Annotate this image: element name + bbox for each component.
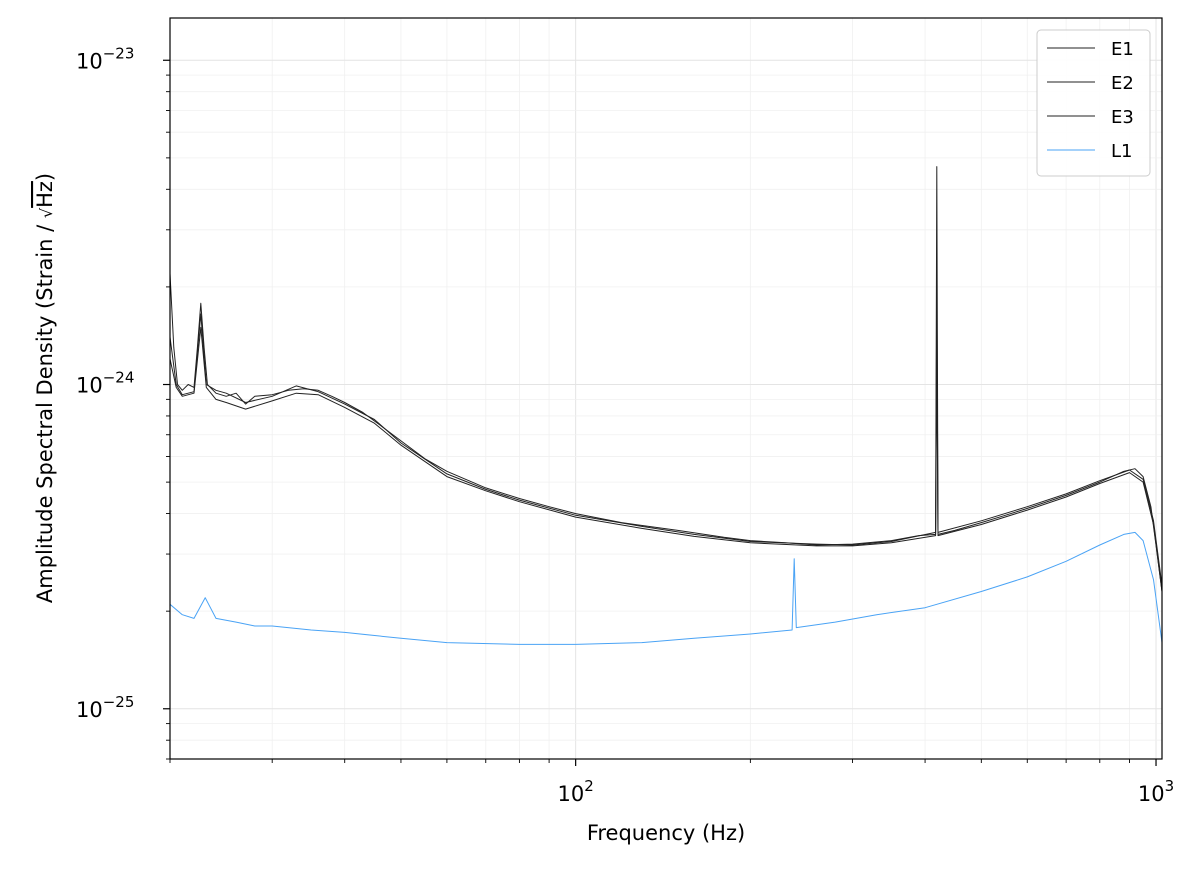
y-tick-label-exp: −25 [103,693,135,711]
legend-label-e3: E3 [1111,107,1134,128]
series-line-e2 [170,286,1162,586]
x-tick-label: 103 [1138,777,1174,806]
y-axis-label-close: ) [33,173,57,181]
legend-entries: E1 E2 E3 L1 [1047,39,1134,162]
legend-label-e2: E2 [1111,73,1134,94]
series-layer [170,166,1162,645]
x-axis-label: Frequency (Hz) [587,821,745,845]
y-axis-label-sqrt-sign: √ [37,207,56,218]
x-tick-label-exp: 3 [1165,777,1175,795]
series-line-l1 [170,531,1162,645]
grid-layer [169,18,1162,760]
series-line-e3 [170,326,1162,592]
y-axis-label: Amplitude Spectral Density (Strain / √Hz… [33,173,57,603]
y-tick-label: 10−23 [76,44,134,73]
y-tick-label-base: 10 [76,374,103,398]
x-tick-label-exp: 2 [584,777,594,795]
series-line-e1 [170,166,1162,592]
y-axis-label-main: Amplitude Spectral Density (Strain / [33,218,57,603]
y-tick-label-exp: −24 [103,369,135,387]
y-tick-label-base: 10 [76,49,103,73]
plot-area-background [170,18,1162,759]
x-tick-label: 102 [558,777,594,806]
y-tick-label-exp: −23 [103,44,135,62]
legend-box [1036,29,1151,177]
y-axis-label-text: Amplitude Spectral Density (Strain / √Hz… [33,173,57,603]
x-tick-label-base: 10 [558,782,585,806]
y-tick-label: 10−24 [76,369,134,398]
legend-label-e1: E1 [1111,39,1134,60]
y-axis-label-sqrt-arg: Hz [33,181,57,208]
legend-label-l1: L1 [1111,141,1132,162]
legend: E1 E2 E3 L1 [1036,29,1151,177]
x-tick-label-base: 10 [1138,782,1165,806]
y-tick-label: 10−25 [76,693,134,722]
y-tick-label-base: 10 [76,698,103,722]
plot-frame [169,17,1163,760]
